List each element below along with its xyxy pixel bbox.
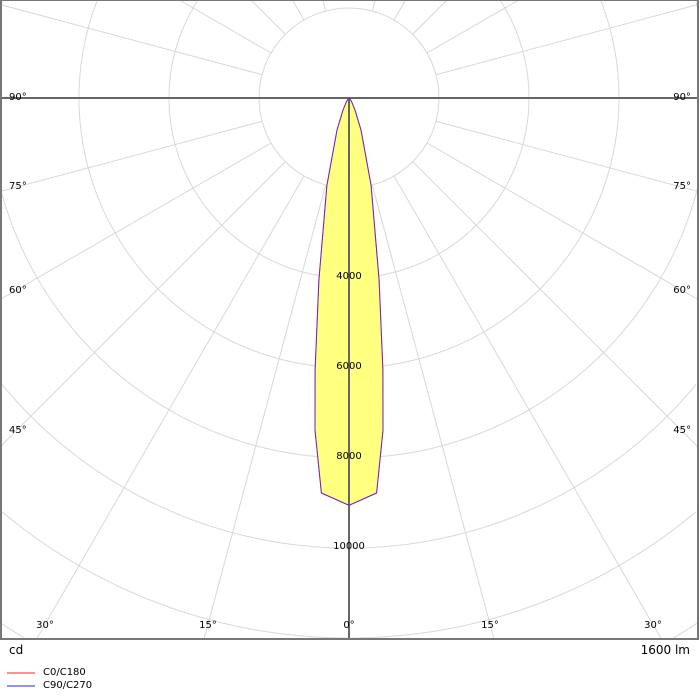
legend-swatch: [7, 685, 35, 687]
legend-item-c0: C0/C180: [7, 667, 86, 679]
grid-circle: [78, 1, 620, 369]
angle-label-right: 90°: [673, 92, 691, 103]
unit-label: cd: [9, 643, 24, 657]
grid-radial-line: [412, 0, 448, 35]
grid-radial-line: [36, 175, 305, 640]
grid-radial-line: [0, 142, 272, 300]
radial-tick-label: 4000: [336, 271, 362, 282]
legend-label: C0/C180: [43, 667, 86, 678]
radial-tick-label: 8000: [336, 451, 362, 462]
grid-radial-line: [393, 0, 407, 21]
angle-label-right: 45°: [673, 425, 691, 436]
grid-radial-line: [179, 0, 272, 54]
grid-radial-line: [435, 4, 699, 76]
angle-label-bottom: 15°: [199, 620, 217, 631]
grid-radial-line: [371, 184, 495, 640]
angle-label-left: 90°: [9, 92, 27, 103]
grid-radial-line: [435, 120, 699, 192]
angle-label-left: 60°: [9, 285, 27, 296]
angle-label-bottom: 0°: [343, 620, 355, 631]
angle-label-left: 45°: [9, 425, 27, 436]
flux-label: 1600 lm: [640, 643, 690, 657]
curve-c90-c270: [314, 97, 384, 506]
grid-radial-line: [250, 0, 286, 35]
angle-label-bottom: 30°: [36, 620, 54, 631]
legend-item-c90: C90/C270: [7, 680, 92, 692]
angle-label-left: 75°: [9, 181, 27, 192]
legend-swatch: [7, 672, 35, 674]
grid-radial-line: [203, 184, 327, 640]
angle-label-right: 60°: [673, 285, 691, 296]
angle-label-right: 75°: [673, 181, 691, 192]
grid-radial-line: [291, 0, 305, 21]
grid-circle: [600, 1, 620, 98]
angle-label-bottom: 30°: [644, 620, 662, 631]
grid-radial-line: [426, 0, 519, 54]
grid-radial-line: [393, 175, 662, 640]
grid-circle: [500, 1, 530, 98]
angle-label-bottom: 15°: [481, 620, 499, 631]
grid-radial-line: [322, 0, 327, 12]
grid-radial-line: [0, 4, 263, 76]
grid-radial-line: [0, 161, 286, 447]
plot-frame: [0, 0, 699, 640]
grid-radial-line: [371, 0, 376, 12]
radial-tick-label: 10000: [333, 541, 365, 552]
grid-radial-line: [412, 161, 699, 448]
legend-label: C90/C270: [43, 680, 93, 691]
grid-circle: [1, 622, 25, 639]
grid-radial-line: [426, 142, 699, 300]
grid-radial-line: [0, 120, 263, 192]
radial-tick-label: 6000: [336, 361, 362, 372]
grid-circle: [168, 1, 530, 279]
grid-circle: [673, 622, 697, 639]
